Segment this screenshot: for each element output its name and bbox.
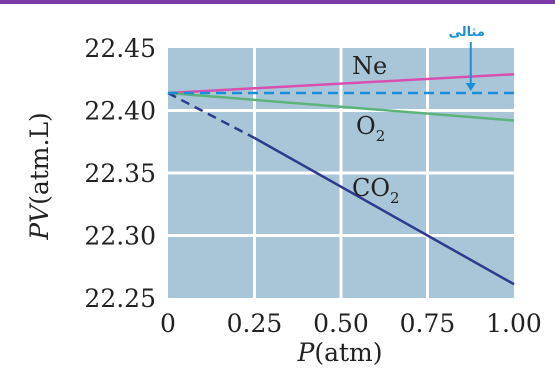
ideal-annotation: مثالی bbox=[449, 25, 485, 91]
series-label-ne: Ne bbox=[352, 52, 387, 80]
series-line-ne bbox=[167, 73, 515, 95]
x-tick-label: 0.25 bbox=[227, 309, 283, 338]
annotation-arrow-head bbox=[465, 83, 476, 91]
y-tick-label: 22.35 bbox=[84, 159, 156, 188]
y-axis-title: PV(atm.L) bbox=[25, 112, 54, 241]
series-label-base: Ne bbox=[352, 52, 387, 80]
x-axis-var: P bbox=[297, 338, 316, 367]
y-tick-label: 22.30 bbox=[84, 222, 156, 251]
series-label-o2: O2 bbox=[356, 112, 385, 145]
y-tick-label: 22.45 bbox=[84, 34, 156, 63]
series-line-co2-dashed bbox=[167, 91, 256, 140]
series-label-base: CO bbox=[352, 174, 390, 202]
series-label-co2: CO2 bbox=[352, 174, 400, 207]
tick-labels: 0 0.25 0.50 0.75 1.00 22.45 22.40 22.35 22.30 22.… bbox=[84, 34, 541, 338]
x-axis-unit: (atm) bbox=[314, 338, 382, 367]
plot-area bbox=[167, 48, 515, 298]
x-tick-label: 0.75 bbox=[400, 309, 456, 338]
y-axis-var: PV bbox=[25, 202, 54, 241]
x-tick-label: 0 bbox=[160, 309, 176, 338]
series-line-co2 bbox=[253, 136, 515, 286]
x-tick-label: 0.50 bbox=[313, 309, 369, 338]
top-border bbox=[0, 0, 555, 4]
series-line-o2 bbox=[167, 91, 515, 122]
y-axis-unit: (atm.L) bbox=[25, 112, 54, 205]
y-tick-label: 22.40 bbox=[84, 97, 156, 126]
x-axis-title: P(atm) bbox=[297, 338, 383, 367]
x-tick-label: 1.00 bbox=[486, 309, 542, 338]
series-label-base: O bbox=[356, 112, 376, 140]
annotation-text: مثالی bbox=[449, 25, 485, 40]
y-tick-label: 22.25 bbox=[84, 284, 156, 313]
series-label-subscript: 2 bbox=[376, 127, 386, 145]
series-label-subscript: 2 bbox=[390, 189, 400, 207]
